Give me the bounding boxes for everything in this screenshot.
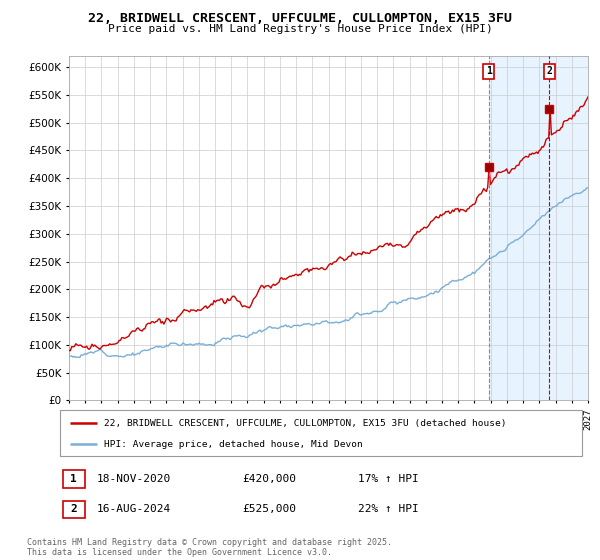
Text: 18-NOV-2020: 18-NOV-2020 <box>97 474 171 484</box>
Text: 22, BRIDWELL CRESCENT, UFFCULME, CULLOMPTON, EX15 3FU: 22, BRIDWELL CRESCENT, UFFCULME, CULLOMP… <box>88 12 512 25</box>
Text: £525,000: £525,000 <box>242 505 296 515</box>
Text: 2: 2 <box>547 67 553 77</box>
Text: £420,000: £420,000 <box>242 474 296 484</box>
Text: 1: 1 <box>70 474 77 484</box>
Text: 2: 2 <box>70 505 77 515</box>
Bar <box>62 501 85 519</box>
Bar <box>489 56 588 400</box>
Text: 1: 1 <box>486 67 491 77</box>
Text: Contains HM Land Registry data © Crown copyright and database right 2025.
This d: Contains HM Land Registry data © Crown c… <box>27 538 392 557</box>
Text: Price paid vs. HM Land Registry's House Price Index (HPI): Price paid vs. HM Land Registry's House … <box>107 24 493 34</box>
Text: 22, BRIDWELL CRESCENT, UFFCULME, CULLOMPTON, EX15 3FU (detached house): 22, BRIDWELL CRESCENT, UFFCULME, CULLOMP… <box>104 419 507 428</box>
Text: 17% ↑ HPI: 17% ↑ HPI <box>358 474 418 484</box>
Text: 22% ↑ HPI: 22% ↑ HPI <box>358 505 418 515</box>
Text: 16-AUG-2024: 16-AUG-2024 <box>97 505 171 515</box>
Text: HPI: Average price, detached house, Mid Devon: HPI: Average price, detached house, Mid … <box>104 440 363 449</box>
Bar <box>62 470 85 488</box>
